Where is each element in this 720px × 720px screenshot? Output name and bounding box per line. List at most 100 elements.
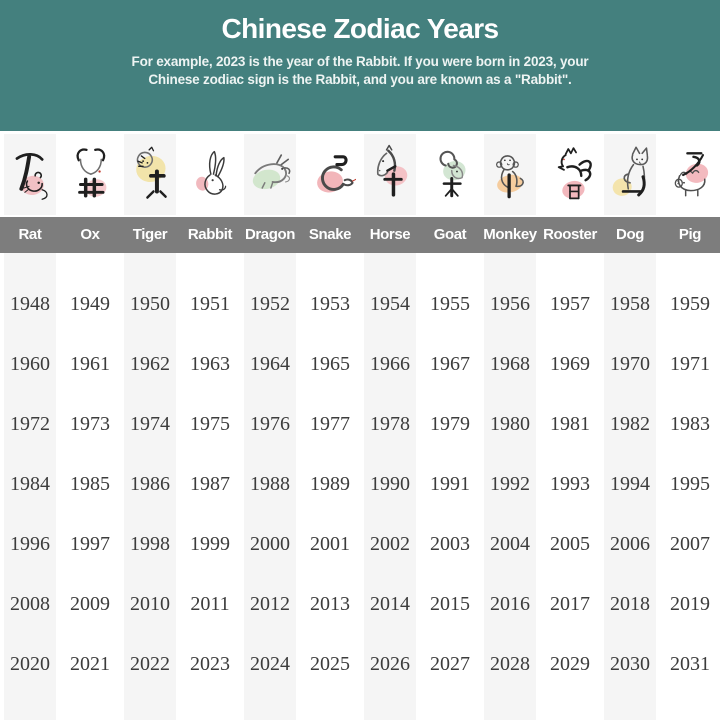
rooster-icon [557, 146, 592, 199]
subtitle: For example, 2023 is the year of the Rab… [0, 53, 720, 89]
page-title: Chinese Zodiac Years [221, 13, 500, 44]
year-cell: 1958 [610, 293, 650, 315]
year-cell: 2016 [490, 593, 530, 615]
year-cell: 1979 [430, 413, 470, 435]
year-cell: 2013 [310, 593, 350, 615]
year-cell: 1966 [370, 353, 410, 375]
year-cell: 2011 [190, 593, 230, 615]
year-cell: 1991 [430, 473, 470, 495]
snake-icon [317, 154, 356, 192]
year-cell: 1977 [310, 413, 350, 435]
year-cell: 2007 [670, 533, 710, 555]
year-cell: 2020 [10, 653, 50, 675]
year-cell: 1997 [70, 533, 110, 555]
year-cell: 1969 [550, 353, 590, 375]
zodiac-label-monkey: Monkey [483, 226, 537, 243]
year-cell: 1961 [70, 353, 110, 375]
year-cell: 1970 [610, 353, 650, 375]
year-cell: 1952 [250, 293, 290, 315]
tiger-icon [136, 146, 167, 199]
year-column-tiger: 1950 1962 1974 1986 1998 2010 2022 [120, 253, 180, 720]
zodiac-icon-cell-goat [420, 131, 480, 217]
year-cell: 1976 [250, 413, 290, 435]
subtitle-line-1: For example, 2023 is the year of the Rab… [131, 54, 589, 69]
year-cell: 2009 [70, 593, 110, 615]
year-column-rat: 1948 1960 1972 1984 1996 2008 2020 [0, 253, 60, 720]
rat-icon [15, 152, 48, 200]
year-cell: 1999 [190, 533, 230, 555]
year-column-goat: 1955 1967 1979 1991 2003 2015 2027 [420, 253, 480, 720]
zodiac-label-snake: Snake [308, 226, 352, 243]
year-cell: 1951 [190, 293, 230, 315]
year-cell: 2019 [670, 593, 710, 615]
year-cell: 1955 [430, 293, 470, 315]
zodiac-label-dragon: Dragon [244, 226, 296, 243]
year-cell: 2003 [430, 533, 470, 555]
zodiac-icon-cell-rabbit [180, 131, 240, 217]
zodiac-label-goat: Goat [433, 226, 467, 243]
year-cell: 2025 [310, 653, 350, 675]
year-cell: 1980 [490, 413, 530, 435]
year-cell: 1953 [310, 293, 350, 315]
zodiac-label-horse: Horse [369, 226, 411, 243]
year-cell: 1973 [70, 413, 110, 435]
year-cell: 2027 [430, 653, 470, 675]
year-column-pig: 1959 1971 1983 1995 2007 2019 2031 [660, 253, 720, 720]
zodiac-icon-cell-tiger [120, 131, 180, 217]
zodiac-icon-cell-ox [60, 131, 120, 217]
year-cell: 1964 [250, 353, 290, 375]
year-cell: 1992 [490, 473, 530, 495]
year-column-monkey: 1956 1968 1980 1992 2004 2016 2028 [480, 253, 540, 720]
ox-icon [76, 147, 107, 198]
year-cell: 2000 [250, 533, 290, 555]
year-cell: 2017 [550, 593, 590, 615]
horse-icon [376, 144, 408, 197]
year-cell: 2023 [190, 653, 230, 675]
year-cell: 1975 [190, 413, 230, 435]
zodiac-icon-cell-rooster [540, 131, 600, 217]
year-cell: 2004 [490, 533, 530, 555]
zodiac-label-band: Rat Ox Tiger Rabbit Dragon Snake Horse Goat Monk… [0, 217, 720, 253]
year-cell: 1982 [610, 413, 650, 435]
year-cell: 1995 [670, 473, 710, 495]
year-cell: 1963 [190, 353, 230, 375]
year-cell: 2008 [10, 593, 50, 615]
header: Chinese Zodiac Years For example, 2023 i… [0, 0, 720, 131]
year-cell: 1984 [10, 473, 50, 495]
year-cell: 2026 [370, 653, 410, 675]
year-cell: 2030 [610, 653, 650, 675]
year-cell: 1974 [130, 413, 170, 435]
year-cell: 1972 [10, 413, 50, 435]
year-cell: 2001 [310, 533, 350, 555]
zodiac-label-pig: Pig [678, 226, 702, 243]
zodiac-label-rat: Rat [18, 226, 42, 243]
zodiac-icon-cell-snake [300, 131, 360, 217]
dog-icon [612, 145, 649, 196]
zodiac-icon-cell-pig [660, 131, 720, 217]
year-cell: 1948 [10, 293, 50, 315]
zodiac-label-rooster: Rooster [543, 226, 597, 243]
year-cell: 1981 [550, 413, 590, 435]
zodiac-icon-cell-rat [0, 131, 60, 217]
year-cell: 2029 [550, 653, 590, 675]
zodiac-icon-cell-horse [360, 131, 420, 217]
monkey-icon [496, 154, 524, 198]
zodiac-label-rabbit: Rabbit [187, 226, 233, 243]
zodiac-icon-cell-dragon [240, 131, 300, 217]
year-cell: 1990 [370, 473, 410, 495]
zodiac-label-dog: Dog [616, 226, 644, 243]
year-column-rabbit: 1951 1963 1975 1987 1999 2011 2023 [180, 253, 240, 720]
year-cell: 2006 [610, 533, 650, 555]
year-cell: 1994 [610, 473, 650, 495]
year-column-dragon: 1952 1964 1976 1988 2000 2012 2024 [240, 253, 300, 720]
year-cell: 2015 [430, 593, 470, 615]
year-column-ox: 1949 1961 1973 1985 1997 2009 2021 [60, 253, 120, 720]
rabbit-icon [196, 150, 227, 195]
pig-icon [674, 151, 709, 197]
year-cell: 1971 [670, 353, 710, 375]
zodiac-label-tiger: Tiger [132, 226, 168, 243]
year-cell: 1978 [370, 413, 410, 435]
year-column-horse: 1954 1966 1978 1990 2002 2014 2026 [360, 253, 420, 720]
zodiac-icon-cell-dog [600, 131, 660, 217]
year-cell: 1989 [310, 473, 350, 495]
